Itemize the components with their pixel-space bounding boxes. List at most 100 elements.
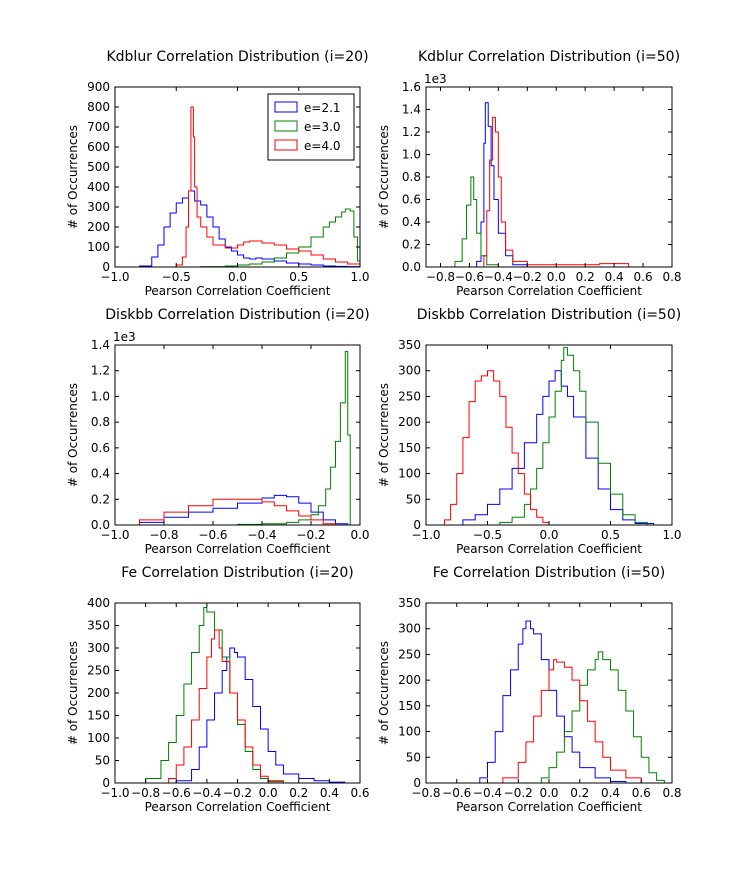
legend-label: e=3.0 <box>304 120 341 134</box>
x-tick-label: −0.5 <box>473 528 502 542</box>
x-tick-label: 1.0 <box>662 528 681 542</box>
series-line-e=3.0 <box>176 208 361 268</box>
chart-3: Diskbb Correlation Distribution (i=20) −1… <box>66 307 370 556</box>
y-tick-label: 150 <box>398 441 421 455</box>
y-tick-label: 0.6 <box>91 441 110 455</box>
y-tick-label: 200 <box>398 673 421 687</box>
y-tick-label: 0.2 <box>91 492 110 506</box>
chart-6: Fe Correlation Distribution (i=50) −0.8 −0… <box>377 565 682 814</box>
chart-5: Fe Correlation Distribution (i=20)−1.0 −0… <box>66 565 370 814</box>
y-tick-label: 250 <box>87 664 110 678</box>
series-line-e=4.0 <box>164 106 361 268</box>
y-tick-label: 0.8 <box>402 170 421 184</box>
y-tick-label: 50 <box>406 492 421 506</box>
y-tick-label: 0 <box>102 776 110 790</box>
legend-label: e=2.1 <box>304 101 341 115</box>
x-tick-label: −0.5 <box>162 270 191 284</box>
y-tick-label: 200 <box>87 220 110 234</box>
x-tick-label: 0.6 <box>350 786 369 800</box>
x-tick-label: −0.8 <box>411 786 440 800</box>
x-tick-label: −0.4 <box>247 528 276 542</box>
y-tick-label: 1.2 <box>91 364 110 378</box>
x-tick-label: 0.0 <box>228 270 247 284</box>
y-axis-label: # of Occurrences <box>377 383 391 487</box>
x-tick-label: 0.0 <box>350 528 369 542</box>
y-tick-label: 250 <box>398 647 421 661</box>
x-tick-label: −1.0 <box>411 528 440 542</box>
y-tick-label: 1.2 <box>402 125 421 139</box>
axis-multiplier: 1e3 <box>113 330 136 344</box>
y-tick-label: 400 <box>87 180 110 194</box>
x-tick-label: −0.2 <box>223 786 252 800</box>
axes-frame <box>425 86 673 268</box>
y-axis-label: # of Occurrences <box>66 383 80 487</box>
x-tick-label: −0.2 <box>504 786 533 800</box>
chart-title: Diskbb Correlation Distribution (i=20) <box>105 307 369 323</box>
x-tick-label: −0.8 <box>149 528 178 542</box>
series-line-e=3.0 <box>130 607 284 784</box>
y-tick-label: 100 <box>87 731 110 745</box>
legend-swatch-e=4.0 <box>274 139 298 151</box>
x-tick-label: 0.4 <box>320 786 339 800</box>
x-tick-label: 0.0 <box>259 786 278 800</box>
series-line-e=3.0 <box>475 347 648 526</box>
chart-title: Fe Correlation Distribution (i=20) <box>121 565 353 581</box>
x-tick-label: 0.5 <box>601 528 620 542</box>
x-tick-label: −0.2 <box>296 528 325 542</box>
x-tick-label: 0.8 <box>662 786 681 800</box>
y-tick-label: 0.2 <box>402 238 421 252</box>
y-tick-label: 250 <box>398 389 421 403</box>
y-tick-label: 800 <box>87 100 110 114</box>
y-tick-label: 300 <box>87 641 110 655</box>
y-tick-label: 300 <box>398 364 421 378</box>
x-tick-label: −0.4 <box>473 786 502 800</box>
y-tick-label: 1.4 <box>91 338 110 352</box>
series-line-e=4.0 <box>153 629 284 784</box>
y-tick-label: 500 <box>87 160 110 174</box>
y-tick-label: 100 <box>87 240 110 254</box>
y-tick-label: 0.0 <box>91 518 110 532</box>
y-tick-label: 300 <box>398 622 421 636</box>
y-tick-label: 0.4 <box>402 215 421 229</box>
y-tick-label: 0 <box>413 518 421 532</box>
y-axis-label: # of Occurrences <box>377 641 391 745</box>
chart-title: Kdblur Correlation Distribution (i=20) <box>106 49 368 65</box>
axis-multiplier: 1e3 <box>424 72 447 86</box>
y-tick-label: 1.0 <box>402 148 421 162</box>
x-tick-label: 0.2 <box>289 786 308 800</box>
y-tick-label: 200 <box>87 686 110 700</box>
y-tick-label: 300 <box>87 200 110 214</box>
y-tick-label: 0.8 <box>91 415 110 429</box>
x-axis-label: Pearson Correlation Coefficient <box>456 542 642 556</box>
y-tick-label: 0.0 <box>402 260 421 274</box>
x-axis-label: Pearson Correlation Coefficient <box>145 800 331 814</box>
y-tick-label: 0 <box>413 776 421 790</box>
x-tick-label: −0.8 <box>426 270 455 284</box>
legend: e=2.1 e=3.0 e=4.0 <box>267 93 355 161</box>
x-tick-label: −0.6 <box>198 528 227 542</box>
x-tick-label: 0.0 <box>539 786 558 800</box>
chart-title: Fe Correlation Distribution (i=50) <box>433 565 665 581</box>
y-tick-label: 200 <box>398 415 421 429</box>
x-tick-label: 0.6 <box>634 270 653 284</box>
y-tick-label: 1.6 <box>402 80 421 94</box>
series-line-e=3.0 <box>533 651 665 784</box>
y-tick-label: 0 <box>102 260 110 274</box>
x-tick-label: −0.4 <box>192 786 221 800</box>
chart-title: Diskbb Correlation Distribution (i=50) <box>417 307 681 323</box>
y-tick-label: 150 <box>398 699 421 713</box>
y-tick-label: 350 <box>87 619 110 633</box>
series-line-e=3.0 <box>188 350 351 526</box>
x-tick-label: 0.2 <box>570 786 589 800</box>
x-tick-label: −0.6 <box>455 270 484 284</box>
y-tick-label: 100 <box>398 467 421 481</box>
series-line-e=4.0 <box>432 370 550 526</box>
series-line-e=4.0 <box>115 498 336 526</box>
y-tick-label: 150 <box>87 709 110 723</box>
x-tick-label: 0.4 <box>601 786 620 800</box>
x-tick-label: −0.6 <box>162 786 191 800</box>
legend-swatch-e=3.0 <box>274 120 298 132</box>
y-tick-label: 600 <box>87 140 110 154</box>
x-tick-label: −0.8 <box>131 786 160 800</box>
